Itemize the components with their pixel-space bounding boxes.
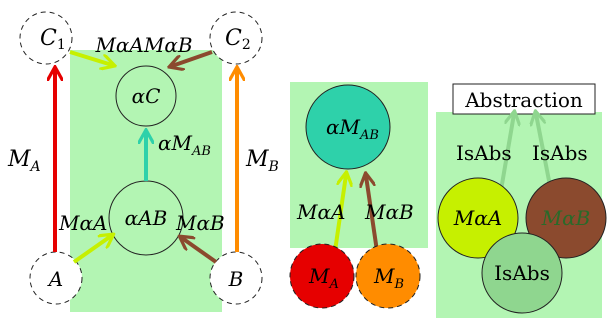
label-c2: C2: [225, 26, 251, 53]
label-m-alpha-b-p2: MαB: [364, 200, 414, 224]
label-m-alpha-a-p3: MαA: [453, 206, 502, 230]
label-alpha-ab: αAB: [125, 206, 168, 230]
arrow-top-left: [69, 50, 112, 65]
label-top-composite: MαAMαB: [94, 33, 192, 57]
label-alpha-mab: αMAB: [158, 131, 211, 159]
label-alpha-c: αC: [132, 84, 161, 108]
node-ma-red: [289, 243, 355, 309]
arrow-p2-right: [366, 176, 380, 259]
label-m-alpha-b-p1: MαB: [175, 211, 225, 235]
label-c1: C1: [40, 26, 66, 53]
label-isabs-left: IsAbs: [456, 141, 512, 165]
label-isabs-node: IsAbs: [494, 261, 550, 285]
label-b: B: [228, 267, 244, 291]
panel-abstraction: Abstraction IsAbs IsAbs MαA MαB IsAbs: [436, 83, 607, 318]
node-alpha-mab: [305, 84, 391, 170]
panel-commutative-square: C1 C2 MαAMαB αC αAB MA MB αMAB MαA MαB A…: [7, 11, 279, 312]
arrow-right-bottom: [182, 238, 218, 264]
node-c1: [19, 11, 73, 65]
abstraction-title: Abstraction: [464, 88, 583, 112]
node-m-alpha-a-p3: [437, 177, 519, 259]
label-ma: MA: [7, 147, 41, 175]
label-ma-p2: MA: [308, 264, 339, 292]
abstraction-title-box: [452, 83, 596, 115]
node-isabs: [481, 232, 563, 314]
label-mb: MB: [245, 147, 279, 175]
arrow-top-right: [172, 50, 213, 66]
label-mb-p2: MB: [373, 264, 404, 292]
node-alpha-c: [115, 65, 177, 127]
node-c2: [209, 11, 263, 65]
label-alpha-mab-p2: αMAB: [326, 115, 379, 143]
label-a: A: [47, 267, 63, 291]
label-m-alpha-a-p1: MαA: [58, 211, 107, 235]
arrow-p2-left: [332, 175, 346, 259]
panel-composition: αMAB MαA MαB MA MB: [289, 82, 428, 309]
node-m-alpha-b-p3: [525, 177, 607, 259]
node-mb-orange: [355, 243, 421, 309]
arrow-left-bottom: [72, 236, 111, 264]
label-isabs-right: IsAbs: [532, 141, 588, 165]
label-m-alpha-b-p3: MαB: [541, 206, 591, 230]
arrow-p3-left: [498, 114, 514, 197]
label-m-alpha-a-p2: MαA: [296, 200, 345, 224]
